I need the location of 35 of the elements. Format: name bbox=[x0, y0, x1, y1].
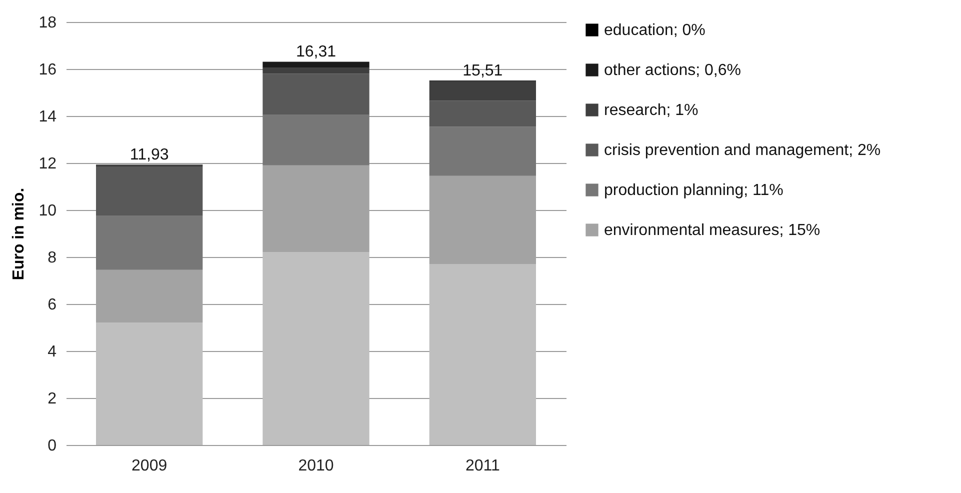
y-tick-label: 18 bbox=[38, 14, 57, 32]
y-tick-label: 8 bbox=[48, 250, 57, 266]
x-tick-label: 2011 bbox=[465, 458, 500, 474]
bar bbox=[429, 100, 536, 127]
total-label: 16,31 bbox=[296, 44, 336, 61]
legend-label: production planning; 11% bbox=[604, 182, 784, 199]
bar bbox=[96, 322, 203, 445]
bar bbox=[262, 62, 370, 68]
legend-label: environmental measures; 15% bbox=[604, 222, 820, 239]
y-tick-label: 14 bbox=[38, 108, 57, 126]
y-tick-label: 4 bbox=[48, 344, 57, 360]
bar bbox=[262, 74, 370, 115]
legend-label: other actions; 0,6% bbox=[604, 62, 741, 79]
bar bbox=[429, 126, 536, 176]
y-tick-label: 0 bbox=[48, 438, 57, 454]
bar bbox=[262, 114, 370, 166]
y-axis-title: Euro in mio. bbox=[10, 188, 28, 280]
legend-label: research; 1% bbox=[604, 102, 698, 119]
y-tick-label: 6 bbox=[48, 296, 57, 314]
y-tick-label: 12 bbox=[38, 156, 57, 172]
legend-label: education; 0% bbox=[604, 22, 706, 39]
y-tick-label: 2 bbox=[48, 390, 57, 408]
y-tick-label: 16 bbox=[38, 62, 57, 78]
total-label: 15,51 bbox=[462, 62, 503, 80]
bar bbox=[262, 68, 370, 74]
bar bbox=[262, 252, 370, 445]
bar bbox=[96, 216, 203, 270]
bar bbox=[429, 264, 536, 445]
x-tick-label: 2010 bbox=[298, 458, 334, 474]
bar bbox=[429, 80, 536, 101]
total-label: 11,93 bbox=[130, 146, 169, 164]
x-tick-label: 2009 bbox=[132, 458, 168, 474]
y-tick-label: 10 bbox=[38, 202, 57, 220]
bar bbox=[96, 166, 203, 216]
legend-label: crisis prevention and management; 2% bbox=[604, 142, 881, 159]
